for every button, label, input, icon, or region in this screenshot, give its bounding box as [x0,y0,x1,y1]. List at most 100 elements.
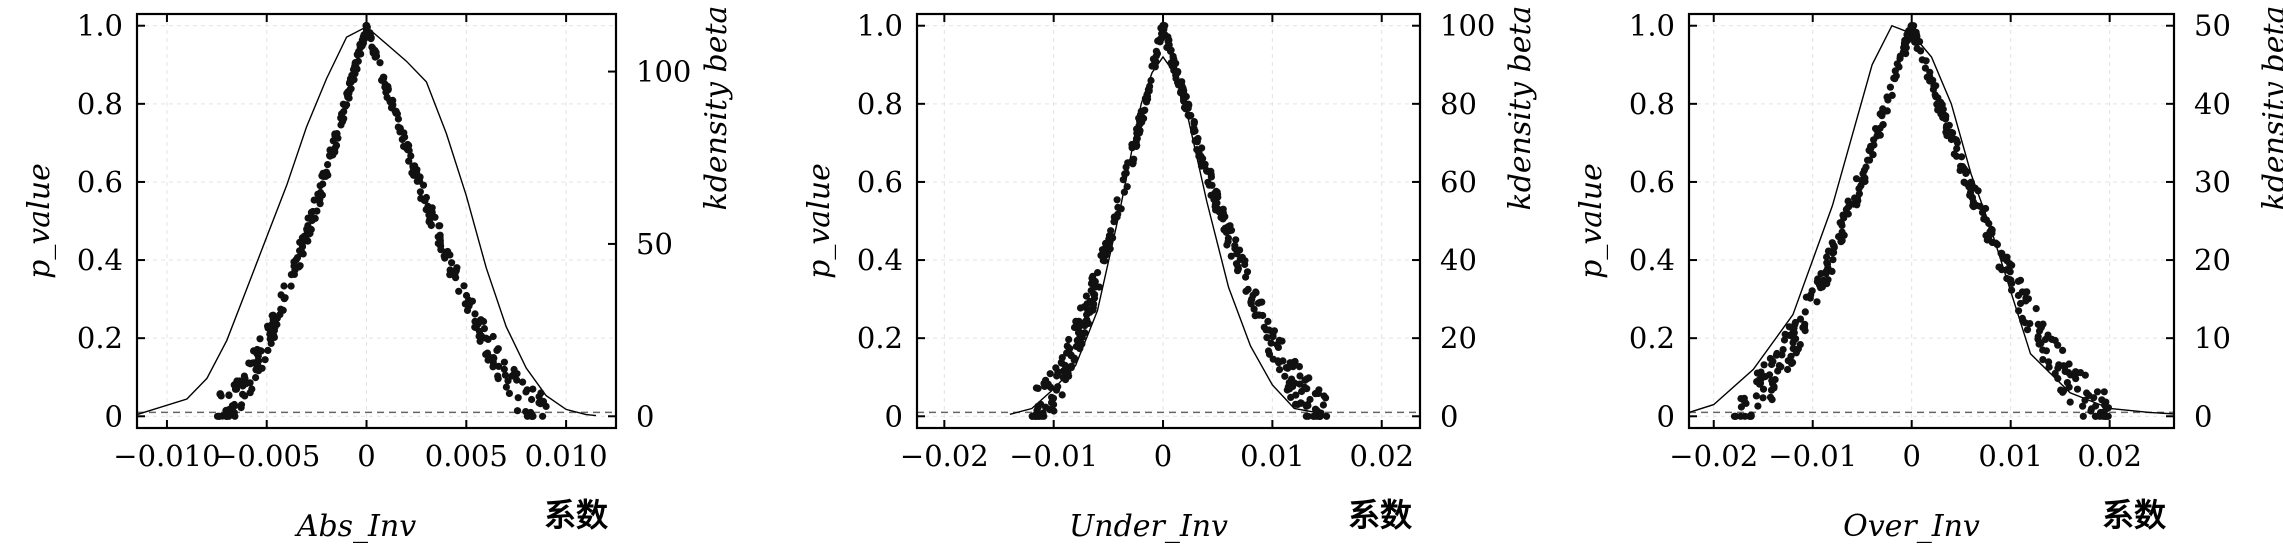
scatter-point [237,401,246,409]
y-tick-label: 0.2 [1629,321,1675,355]
scatter-point [252,374,260,382]
y2-tick-label: 50 [2194,9,2231,43]
scatter-point [1191,127,1199,135]
x-tick-label: −0.02 [900,439,989,473]
scatter-point [1292,400,1300,408]
scatter-point [376,59,384,67]
scatter-point [217,392,225,400]
scatter-point [1761,373,1769,381]
scatter-point [1171,60,1179,68]
scatter-point [1731,412,1739,420]
scatter-point [2021,319,2029,327]
scatter-point [362,30,370,38]
scatter-point [1774,367,1782,375]
scatter-point [1224,223,1232,231]
scatter-point [2096,412,2104,420]
scatter-point [1234,267,1242,275]
scatter-point [1047,383,1055,391]
scatter-point [1254,299,1262,307]
scatter-points [1028,21,1331,420]
scatter-point [1891,75,1899,83]
scatter-point [2087,407,2095,415]
scatter-point [434,233,442,241]
scatter-point [1752,392,1760,400]
scatter-point [1838,237,1846,245]
scatter-point [304,222,312,230]
scatter-point [2014,277,2022,285]
scatter-point [277,305,285,313]
x-axis-title: Under_Inv [1069,509,1228,544]
scatter-point [1191,137,1199,145]
scatter-point [1137,109,1146,117]
scatter-point [231,412,239,420]
y2-tick-label: 10 [2194,321,2231,355]
scatter-point [1974,187,1982,195]
scatter-point [1142,98,1151,106]
scatter-point [1980,215,1988,223]
scatter-point [1197,152,1205,160]
scatter-point [1311,390,1319,398]
scatter-point [338,118,347,126]
scatter-point [1319,401,1327,409]
scatter-point [314,190,322,198]
scatter-point [254,356,262,364]
scatter-point [448,259,456,267]
scatter-point [1070,356,1078,364]
scatter-point [1855,190,1863,198]
scatter-point [1756,379,1765,387]
scatter-point [326,151,334,159]
density-curve [1688,24,2175,415]
scatter-point [477,332,485,340]
y-tick-label: 1.0 [77,9,123,43]
y-tick-label: 0 [885,399,903,433]
scatter-point [290,270,298,278]
scatter-point [1865,146,1873,154]
scatter-point [351,59,359,67]
scatter-point [514,394,522,402]
y2-axis-title: kdensity beta [1503,6,1538,211]
scatter-point [268,328,277,336]
scatter-point [1780,336,1789,344]
x-tick-label: 0 [1154,439,1172,473]
scatter-point [1159,21,1167,30]
scatter-point [1061,368,1069,377]
scatter-point [344,92,352,100]
scatter-point [1929,85,1937,93]
scatter-point [246,360,254,368]
scatter-point [268,312,276,320]
scatter-point [1106,245,1114,253]
scatter-point [230,402,239,410]
scatter-point [1942,122,1951,130]
scatter-point [1275,366,1284,374]
scatter-point [1040,412,1048,420]
scatter-point [444,247,452,256]
scatter-point [1816,281,1824,289]
scatter-point [2101,401,2109,409]
scatter-point [1824,267,1832,275]
scatter-point [1817,270,1825,278]
y2-axis-title: kdensity beta [699,6,734,211]
scatter-point [2045,363,2053,371]
scatter-point [1323,412,1331,420]
scatter-point [1121,170,1129,178]
chart-panel-over-inv: −0.02 −0.01 0 0.01 0.02 0 0.2 0.4 0.6 0.8 1.0 0 10 20… [1574,6,2283,544]
y-tick-label: 1.0 [1629,9,1675,43]
scatter-point [1264,317,1272,325]
scatter-point [2015,307,2023,315]
scatter-point [351,65,360,73]
scatter-point [1862,163,1870,171]
scatter-point [1263,334,1271,342]
scatter-point [1768,360,1776,369]
x-axis-title: Over_Inv [1843,509,1980,544]
scatter-point [1771,376,1779,384]
scatter-point [1066,345,1074,353]
scatter-point [1907,21,1916,30]
x-tick-label: 0.010 [525,439,608,473]
scatter-point [241,392,249,400]
scatter-point [320,171,328,179]
chart-panel-abs-inv: −0.010−0.005 0 0.005 0.010 0 0.2 0.4 0.6 0.8 1.0 0… [22,6,734,544]
plot-frame [135,12,618,430]
scatter-point [1768,396,1776,404]
scatter-point [2065,360,2073,368]
